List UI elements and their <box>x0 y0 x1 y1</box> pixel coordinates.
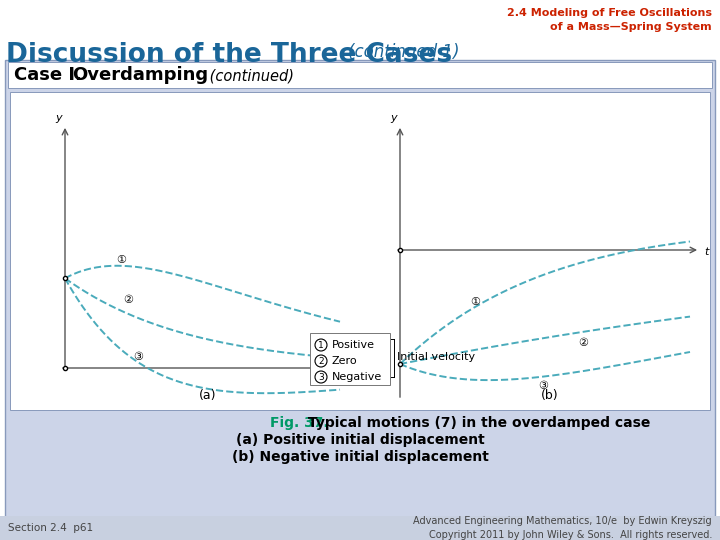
Text: ③: ③ <box>133 352 143 362</box>
Text: (a): (a) <box>199 389 216 402</box>
Bar <box>310 333 390 385</box>
Text: 2.4 Modeling of Free Oscillations
of a Mass—Spring System: 2.4 Modeling of Free Oscillations of a M… <box>507 8 712 32</box>
Text: ③: ③ <box>538 381 548 391</box>
Bar <box>10 92 710 410</box>
Text: Case I.: Case I. <box>14 66 82 84</box>
Text: 1: 1 <box>318 341 324 349</box>
Text: (a) Positive initial displacement: (a) Positive initial displacement <box>235 433 485 447</box>
Text: y: y <box>391 113 397 123</box>
Text: Negative: Negative <box>332 372 382 382</box>
Text: ②: ② <box>124 295 134 305</box>
Text: ①: ① <box>469 297 480 307</box>
Circle shape <box>315 355 327 367</box>
Text: Zero: Zero <box>332 356 358 366</box>
Text: (b) Negative initial displacement: (b) Negative initial displacement <box>232 450 488 464</box>
Text: Fig. 37.: Fig. 37. <box>270 416 328 430</box>
Text: Positive: Positive <box>332 340 375 350</box>
Text: Overdamping: Overdamping <box>72 66 208 84</box>
Bar <box>5 60 715 518</box>
Text: 3: 3 <box>318 373 324 381</box>
Circle shape <box>315 371 327 383</box>
Text: Typical motions (7) in the overdamped case: Typical motions (7) in the overdamped ca… <box>303 416 650 430</box>
Bar <box>0 516 720 540</box>
Circle shape <box>315 339 327 351</box>
Text: y: y <box>55 113 63 123</box>
Text: ②: ② <box>577 338 588 348</box>
Text: 2: 2 <box>318 356 324 366</box>
Text: t: t <box>354 365 359 375</box>
Text: Advanced Engineering Mathematics, 10/e  by Edwin Kreyszig
Copyright 2011 by John: Advanced Engineering Mathematics, 10/e b… <box>413 516 712 539</box>
Text: t: t <box>704 247 708 257</box>
Text: Section 2.4  p61: Section 2.4 p61 <box>8 523 93 533</box>
Text: (b): (b) <box>541 389 559 402</box>
Text: (continued 1): (continued 1) <box>348 43 459 61</box>
Bar <box>8 62 712 88</box>
Text: Discussion of the Three Cases: Discussion of the Three Cases <box>6 42 452 68</box>
Text: ①: ① <box>116 255 126 265</box>
Text: Initial velocity: Initial velocity <box>397 352 475 362</box>
Text: (continued): (continued) <box>205 69 294 84</box>
